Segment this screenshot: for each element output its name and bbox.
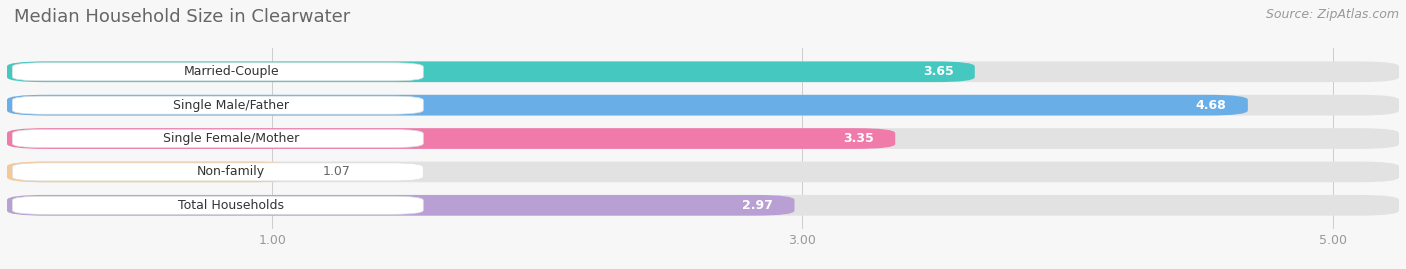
Text: Non-family: Non-family [197,165,266,178]
Text: 4.68: 4.68 [1197,99,1226,112]
Text: 1.07: 1.07 [322,165,350,178]
FancyBboxPatch shape [13,63,423,81]
Text: 2.97: 2.97 [742,199,773,212]
Text: Single Female/Mother: Single Female/Mother [163,132,299,145]
FancyBboxPatch shape [7,162,291,182]
FancyBboxPatch shape [7,128,896,149]
Text: Total Households: Total Households [179,199,284,212]
Text: 3.35: 3.35 [844,132,875,145]
FancyBboxPatch shape [7,195,1399,216]
FancyBboxPatch shape [13,196,423,214]
FancyBboxPatch shape [13,163,423,181]
FancyBboxPatch shape [7,95,1399,115]
Text: Married-Couple: Married-Couple [183,65,278,78]
FancyBboxPatch shape [13,130,423,147]
FancyBboxPatch shape [7,95,1249,115]
Text: Single Male/Father: Single Male/Father [173,99,290,112]
FancyBboxPatch shape [7,128,1399,149]
FancyBboxPatch shape [7,162,1399,182]
FancyBboxPatch shape [7,61,974,82]
FancyBboxPatch shape [7,61,1399,82]
Text: 3.65: 3.65 [922,65,953,78]
FancyBboxPatch shape [13,96,423,114]
FancyBboxPatch shape [7,195,794,216]
Text: Source: ZipAtlas.com: Source: ZipAtlas.com [1265,8,1399,21]
Text: Median Household Size in Clearwater: Median Household Size in Clearwater [14,8,350,26]
